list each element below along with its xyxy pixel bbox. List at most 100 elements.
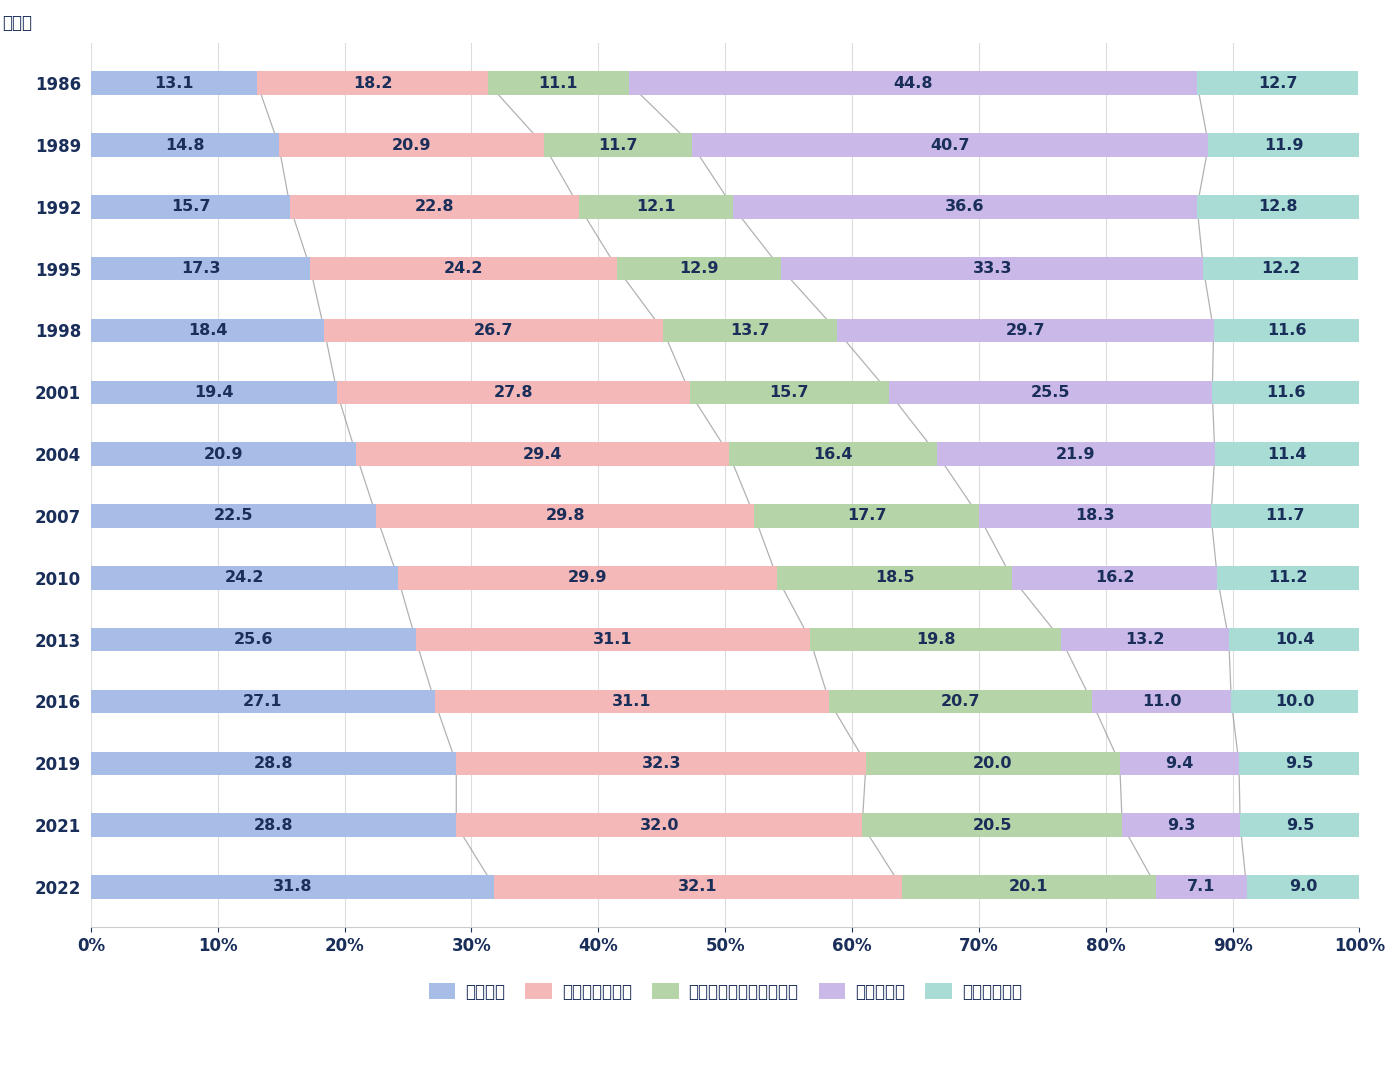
Text: 36.6: 36.6 bbox=[945, 199, 984, 214]
Bar bbox=[1232, 689, 1358, 713]
Text: 20.0: 20.0 bbox=[973, 755, 1012, 770]
Bar bbox=[732, 195, 1197, 219]
Text: 19.4: 19.4 bbox=[195, 385, 234, 400]
Bar bbox=[729, 443, 937, 466]
Bar bbox=[91, 628, 416, 651]
Bar bbox=[811, 628, 1061, 651]
Text: 20.5: 20.5 bbox=[973, 818, 1012, 832]
Bar bbox=[1212, 381, 1359, 404]
Text: 18.2: 18.2 bbox=[353, 76, 392, 91]
Text: 12.2: 12.2 bbox=[1261, 261, 1301, 276]
Text: 25.6: 25.6 bbox=[234, 632, 273, 647]
Bar bbox=[1239, 752, 1359, 775]
Text: 19.8: 19.8 bbox=[916, 632, 956, 647]
Bar bbox=[1012, 566, 1218, 590]
Text: 9.0: 9.0 bbox=[1289, 880, 1317, 895]
Bar bbox=[692, 133, 1208, 157]
Text: 25.5: 25.5 bbox=[1030, 385, 1071, 400]
Text: 16.2: 16.2 bbox=[1095, 570, 1134, 585]
Bar bbox=[311, 256, 617, 280]
Text: 28.8: 28.8 bbox=[253, 818, 294, 832]
Bar bbox=[489, 71, 629, 95]
Text: 11.7: 11.7 bbox=[1266, 509, 1305, 524]
Bar bbox=[91, 319, 325, 342]
Bar bbox=[1246, 875, 1361, 899]
Bar bbox=[91, 71, 258, 95]
Bar bbox=[325, 319, 664, 342]
Bar bbox=[1211, 504, 1359, 528]
Text: 15.7: 15.7 bbox=[770, 385, 809, 400]
Bar bbox=[889, 381, 1212, 404]
Text: 31.1: 31.1 bbox=[594, 632, 633, 647]
Text: 31.8: 31.8 bbox=[273, 880, 312, 895]
Text: 32.3: 32.3 bbox=[641, 755, 680, 770]
Bar bbox=[1120, 752, 1239, 775]
Bar bbox=[777, 566, 1012, 590]
Text: 16.4: 16.4 bbox=[813, 447, 853, 462]
Bar bbox=[258, 71, 489, 95]
Bar bbox=[91, 875, 494, 899]
Bar bbox=[1208, 133, 1359, 157]
Bar bbox=[91, 504, 377, 528]
Bar bbox=[1204, 256, 1358, 280]
Bar bbox=[781, 256, 1204, 280]
Bar bbox=[1156, 875, 1246, 899]
Text: 31.1: 31.1 bbox=[612, 694, 652, 709]
Text: 20.1: 20.1 bbox=[1009, 880, 1049, 895]
Bar bbox=[829, 689, 1092, 713]
Text: 17.3: 17.3 bbox=[181, 261, 220, 276]
Text: 18.3: 18.3 bbox=[1075, 509, 1114, 524]
Bar bbox=[690, 381, 889, 404]
Text: 7.1: 7.1 bbox=[1187, 880, 1215, 895]
Text: 24.2: 24.2 bbox=[224, 570, 265, 585]
Bar bbox=[91, 381, 337, 404]
Text: 10.0: 10.0 bbox=[1275, 694, 1315, 709]
Bar bbox=[755, 504, 979, 528]
Bar bbox=[91, 814, 456, 836]
Text: 20.9: 20.9 bbox=[204, 447, 244, 462]
Text: 9.3: 9.3 bbox=[1168, 818, 1196, 832]
Text: 40.7: 40.7 bbox=[931, 137, 970, 153]
Text: 24.2: 24.2 bbox=[444, 261, 483, 276]
Bar bbox=[337, 381, 690, 404]
Bar bbox=[290, 195, 580, 219]
Text: 26.7: 26.7 bbox=[475, 324, 514, 338]
Text: 12.7: 12.7 bbox=[1257, 76, 1298, 91]
Bar bbox=[398, 566, 777, 590]
Bar bbox=[356, 443, 729, 466]
Bar bbox=[1123, 814, 1240, 836]
Text: 9.4: 9.4 bbox=[1165, 755, 1193, 770]
Text: 44.8: 44.8 bbox=[893, 76, 932, 91]
Text: 11.1: 11.1 bbox=[539, 76, 578, 91]
Text: 29.7: 29.7 bbox=[1005, 324, 1044, 338]
Text: 11.0: 11.0 bbox=[1142, 694, 1182, 709]
Text: 11.9: 11.9 bbox=[1264, 137, 1303, 153]
Bar bbox=[1197, 195, 1359, 219]
Text: 22.5: 22.5 bbox=[214, 509, 253, 524]
Text: 29.8: 29.8 bbox=[546, 509, 585, 524]
Bar bbox=[1215, 443, 1359, 466]
Legend: 単独世帯, 夫婦のみの世帯, 親と未婚の子のみの世帯, 三世代世帯, その他の世帯: 単独世帯, 夫婦のみの世帯, 親と未婚の子のみの世帯, 三世代世帯, その他の世… bbox=[421, 976, 1029, 1007]
Bar bbox=[629, 71, 1197, 95]
Bar bbox=[543, 133, 692, 157]
Bar bbox=[1229, 628, 1361, 651]
Bar bbox=[279, 133, 543, 157]
Text: 11.4: 11.4 bbox=[1267, 447, 1306, 462]
Text: 32.1: 32.1 bbox=[678, 880, 718, 895]
Text: 27.1: 27.1 bbox=[244, 694, 283, 709]
Text: 13.1: 13.1 bbox=[154, 76, 193, 91]
Text: 27.8: 27.8 bbox=[494, 385, 533, 400]
Text: 11.2: 11.2 bbox=[1268, 570, 1308, 585]
Text: 9.5: 9.5 bbox=[1287, 818, 1315, 832]
Bar bbox=[416, 628, 811, 651]
Text: 11.6: 11.6 bbox=[1267, 324, 1306, 338]
Bar bbox=[837, 319, 1214, 342]
Bar bbox=[91, 752, 456, 775]
Text: 11.6: 11.6 bbox=[1266, 385, 1306, 400]
Text: 29.4: 29.4 bbox=[522, 447, 563, 462]
Text: 9.5: 9.5 bbox=[1285, 755, 1313, 770]
Bar bbox=[664, 319, 837, 342]
Text: 17.7: 17.7 bbox=[847, 509, 886, 524]
Bar bbox=[617, 256, 781, 280]
Bar bbox=[456, 752, 867, 775]
